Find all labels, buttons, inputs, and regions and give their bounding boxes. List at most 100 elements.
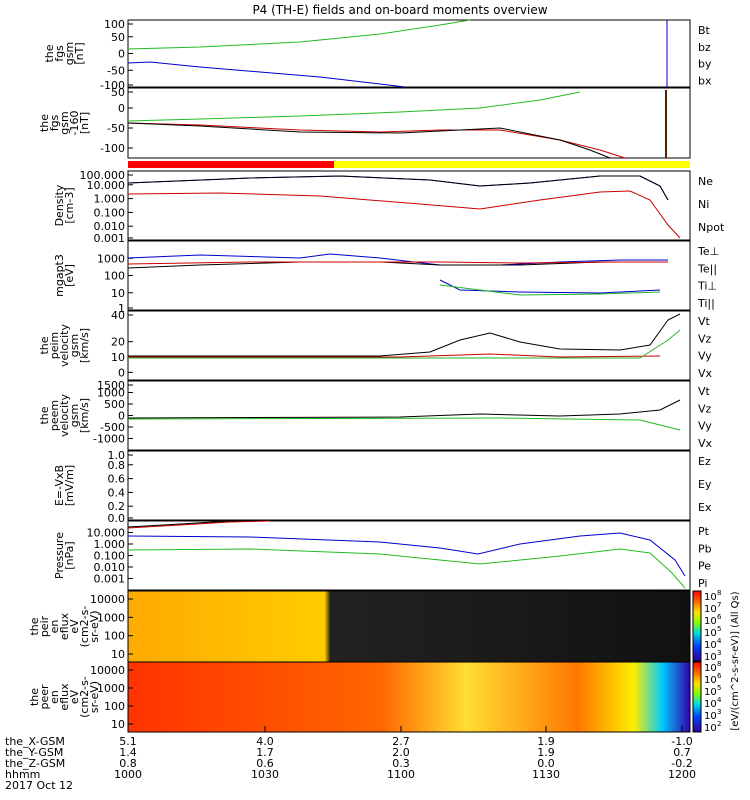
y-tick-label: 0 <box>118 48 125 61</box>
legend-Te⊥: Te⊥ <box>697 245 719 258</box>
panel-4: 1000 100 10 1 mgapt3[eV] Te⊥ Te|| Ti⊥ Ti|| <box>53 240 719 315</box>
y-axis-label: fgs <box>53 45 66 62</box>
y-axis-label: eflux <box>58 612 71 640</box>
legend-Vy: Vy <box>698 420 712 433</box>
colorbar-tick-label: 10 <box>704 616 717 627</box>
y-axis-label: [cm-3] <box>63 187 76 223</box>
y-tick-label: 100.000 <box>80 169 126 182</box>
axis-value: 4.0 <box>256 735 274 748</box>
trace-ni <box>127 175 669 201</box>
panel-frame <box>127 520 691 591</box>
trace-peem-vy <box>127 417 681 431</box>
legend-Vt: Vt <box>698 315 711 328</box>
y-tick-label: 100 <box>104 270 125 283</box>
axis-value: 1030 <box>251 768 279 781</box>
colorbar-tick-label: 10 <box>704 699 717 710</box>
y-axis-label: eV <box>68 619 81 634</box>
y-axis-label: [nT] <box>78 112 91 134</box>
legend-Ez: Ez <box>698 455 711 468</box>
colorbar-tick-exp: 6 <box>717 672 722 680</box>
y-axis-label: gsm <box>68 334 81 357</box>
y-tick-label: 10.000 <box>87 179 126 192</box>
y-axis-label: the <box>38 406 51 424</box>
panel-frame <box>127 450 691 521</box>
axis-row-label: the_Z-GSM <box>5 757 65 770</box>
axis-value: 1000 <box>114 768 142 781</box>
legend-Pb: Pb <box>698 542 712 555</box>
y-axis-label: the <box>43 44 56 62</box>
electron-spectrogram <box>128 662 690 732</box>
y-tick-label: 0.001 <box>94 232 126 245</box>
y-tick-label: -1000 <box>93 433 125 446</box>
legend-Pi: Pi <box>698 577 707 590</box>
panel-frame <box>127 240 691 311</box>
panel-7: 1.00.80.60.40.20.0 E=-VxB[mV/m] Ez Ey Ex <box>53 449 712 525</box>
colorbar-tick-exp: 8 <box>717 660 721 668</box>
y-tick-label: 10.000 <box>87 527 126 540</box>
y-tick-label: 0.8 <box>108 459 126 472</box>
panel-frame <box>127 87 691 159</box>
y-axis-label: the <box>38 336 51 354</box>
y-axis-label: Density <box>53 184 66 226</box>
y-axis-label: peer <box>38 684 51 710</box>
colorbar-tick-label: 10 <box>704 687 717 698</box>
y-axis-label: -160 <box>68 111 81 136</box>
y-tick-label: 0.6 <box>108 473 126 486</box>
panel-frame <box>127 310 691 381</box>
trace-bz2 <box>127 122 626 159</box>
y-axis-label: the <box>28 688 41 706</box>
axis-value: 1200 <box>668 768 696 781</box>
y-tick-label: 20 <box>111 336 125 349</box>
y-tick-label: 0.010 <box>94 220 126 233</box>
trace-pb <box>127 520 271 529</box>
legend-Ti||: Ti|| <box>697 297 715 310</box>
axis-value: 5.1 <box>119 735 137 748</box>
y-tick-label: 1000 <box>97 682 125 695</box>
trace-pe <box>127 548 686 589</box>
axis-row-label: 2017 Oct 12 <box>5 779 73 792</box>
ion-spectrogram <box>128 591 690 662</box>
axis-value: 0.0 <box>537 757 555 770</box>
legend-by: by <box>698 58 712 71</box>
colorbar-tick-exp: 4 <box>717 637 722 645</box>
colorbar-tick-label: 10 <box>704 628 717 639</box>
y-axis-label: Pressure <box>53 532 66 579</box>
colorbar-tick-exp: 3 <box>717 708 721 716</box>
legend-Vx: Vx <box>698 367 713 380</box>
y-tick-label: 10000 <box>90 593 125 606</box>
trace-vy <box>128 329 681 359</box>
axis-value: 1130 <box>532 768 560 781</box>
y-axis-label: [km/s] <box>78 398 91 433</box>
y-tick-label: 0.100 <box>94 206 126 219</box>
axis-row-label: hhmm <box>5 768 40 781</box>
y-tick-label: 0.0 <box>108 512 126 525</box>
y-axis-label: mgapt3 <box>53 254 66 297</box>
chart-title: P4 (TH-E) fields and on-board moments ov… <box>252 3 547 17</box>
legend-Pt: Pt <box>698 525 710 538</box>
colorbar-tick-label: 10 <box>704 711 717 722</box>
legend-Ti⊥: Ti⊥ <box>697 280 717 293</box>
legend-Npot: Npot <box>698 221 725 234</box>
legend-Ey: Ey <box>698 478 712 491</box>
y-tick-label: 1000 <box>97 252 125 265</box>
trace-ti-perp2 <box>439 279 661 294</box>
axis-value: 2.0 <box>392 746 410 759</box>
trace-ti-par <box>439 284 661 296</box>
colorbar-tick-exp: 5 <box>717 625 721 633</box>
y-axis-label: sr-eV) <box>88 681 101 713</box>
y-tick-label: 1.0 <box>108 449 126 462</box>
y-tick-label: 10 <box>111 648 125 661</box>
colorbar-tick-exp: 8 <box>717 589 721 597</box>
y-axis-label: peim <box>48 332 61 360</box>
y-tick-label: 10 <box>111 718 125 731</box>
y-axis-label: gsm <box>68 404 81 427</box>
y-axis-label: [km/s] <box>78 328 91 363</box>
y-tick-label: 1.000 <box>94 538 126 551</box>
y-tick-label: -50 <box>107 64 125 77</box>
y-tick-label: 1 <box>118 302 125 315</box>
